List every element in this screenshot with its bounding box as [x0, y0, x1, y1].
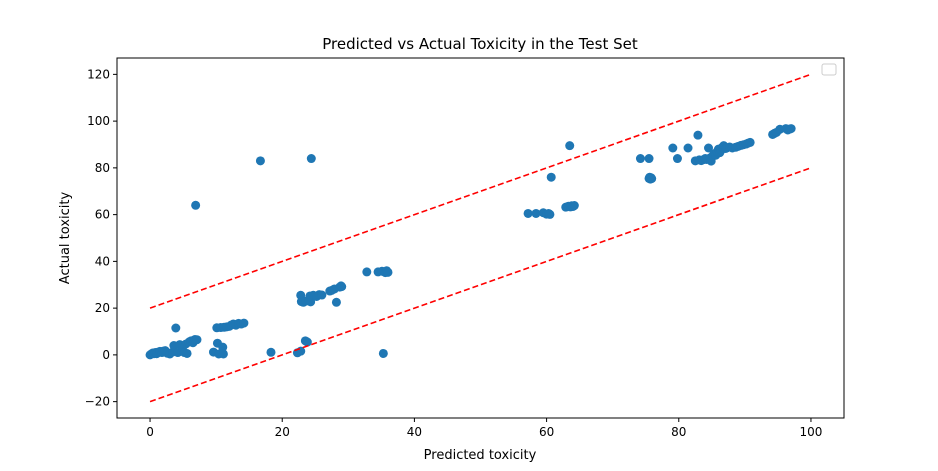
x-axis-label: Predicted toxicity	[424, 448, 537, 463]
x-tick-label: 80	[671, 425, 686, 439]
data-point	[218, 342, 228, 352]
data-point	[569, 201, 579, 211]
x-tick-label: 0	[146, 425, 154, 439]
data-point	[647, 174, 657, 184]
x-tick-label: 40	[407, 425, 422, 439]
y-tick-label: 20	[95, 301, 110, 315]
data-point	[362, 267, 372, 277]
axes-frame	[116, 57, 845, 419]
data-point	[786, 124, 796, 134]
y-tick-label: 120	[87, 67, 110, 81]
data-point	[192, 335, 202, 345]
data-point	[545, 209, 555, 219]
data-point	[383, 267, 393, 277]
x-tick-label: 100	[800, 425, 823, 439]
data-point	[337, 282, 347, 292]
data-point	[317, 290, 327, 300]
chart-title: Predicted vs Actual Toxicity in the Test…	[322, 35, 638, 53]
y-tick-label: 40	[95, 254, 110, 268]
x-tick-label: 60	[539, 425, 554, 439]
data-point	[565, 141, 575, 151]
data-point	[306, 154, 316, 164]
plot-area	[145, 63, 837, 403]
lower-bound-line	[149, 167, 812, 403]
data-point	[302, 337, 312, 347]
data-point	[523, 208, 533, 218]
data-point	[635, 154, 645, 164]
y-tick-label: 60	[95, 208, 110, 222]
data-point	[191, 200, 201, 210]
axes: 0 20 40 60 80 100 −20 0 20 40 60 80 100 120	[85, 57, 845, 439]
data-point	[668, 143, 678, 153]
data-point	[255, 156, 265, 166]
data-point	[683, 143, 693, 153]
data-point	[182, 348, 192, 358]
data-point	[531, 208, 541, 218]
data-point	[218, 349, 228, 359]
data-point	[672, 154, 682, 164]
y-tick-label: 0	[102, 348, 110, 362]
data-point	[745, 137, 755, 147]
x-tick-label: 20	[275, 425, 290, 439]
y-axis-label: Actual toxicity	[58, 192, 73, 285]
y-tick-label: 100	[87, 114, 110, 128]
data-point	[266, 347, 276, 357]
y-tick-label: −20	[85, 395, 110, 409]
y-tick-label: 80	[95, 161, 110, 175]
legend-box	[821, 63, 837, 76]
data-point	[546, 172, 556, 182]
data-point	[704, 143, 714, 153]
data-point	[239, 318, 249, 328]
data-point	[331, 297, 341, 307]
upper-bound-line	[149, 73, 812, 309]
data-point	[693, 130, 703, 140]
data-point	[644, 154, 654, 164]
data-point	[378, 348, 388, 358]
data-point	[171, 323, 181, 333]
